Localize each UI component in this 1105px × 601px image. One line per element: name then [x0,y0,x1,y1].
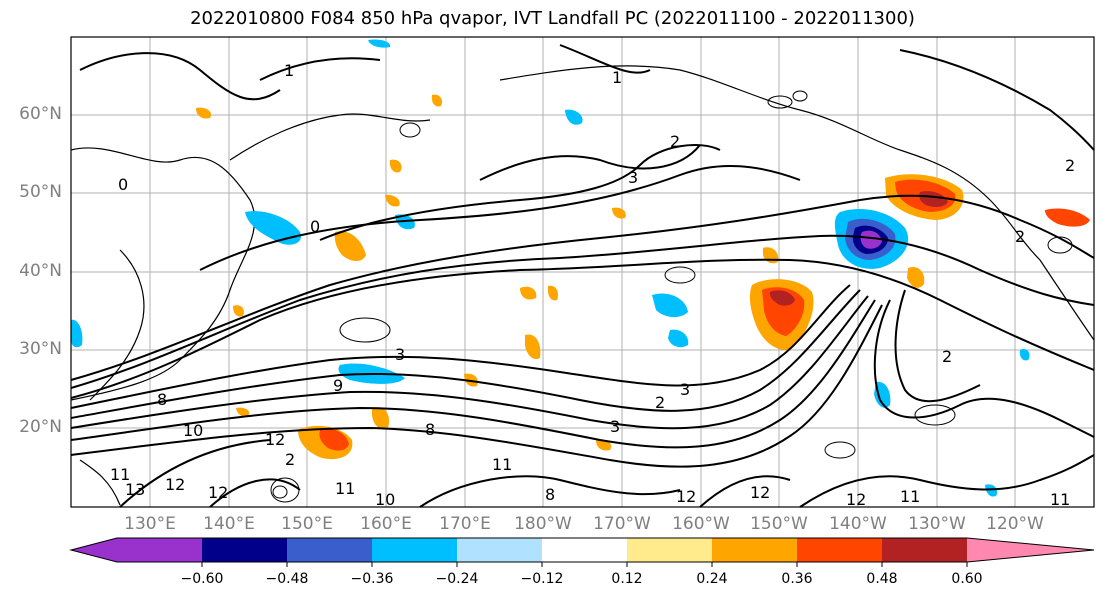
lon-label: 160°W [672,514,730,534]
contour-label: 1 [612,68,622,87]
contour-label: 2 [655,393,665,412]
contour-label: 11 [110,465,130,484]
contour-label: 3 [628,168,638,187]
contour-label: 8 [157,390,167,409]
colorbar-bin [882,538,967,562]
colorbar-tick-label: 0.24 [696,571,728,587]
colorbar-tick-label: 0.48 [866,571,898,587]
figure-title: 2022010800 F084 850 hPa qvapor, IVT Land… [190,8,915,29]
contour-label: 11 [900,487,920,506]
coastlines [70,65,1095,506]
colorbar-bin [457,538,542,562]
colorbar [69,537,1095,567]
contour-label: 2 [1065,156,1075,175]
lon-label: 120°W [986,514,1044,534]
contour-label: 12 [265,430,285,449]
lat-label: 60°N [19,104,62,124]
colorbar-tick-label: 0.36 [781,571,813,587]
colorbar-outline [69,537,1095,563]
colorbar-bin [627,538,712,562]
contour-label: 2 [285,450,295,469]
contour-label: 10 [183,421,203,440]
contour-label: 3 [610,417,620,436]
lon-label: 150°W [750,514,808,534]
contour-label: 2 [942,347,952,366]
colorbar-tick-label: −0.12 [520,571,564,587]
lon-label: 180°W [514,514,572,534]
contour-label: 8 [425,420,435,439]
contour-label: 12 [208,483,228,502]
contour-label: 12 [750,483,770,502]
contour-labels: 1 1 2 2 3 3 2 2 0 0 3 9 8 10 11 12 13 11… [110,61,1075,509]
colorbar-tick-label: 0.60 [951,571,983,587]
colorbar-tick-label: −0.24 [435,571,479,587]
colorbar-extend-high [967,538,1094,562]
detail-contours [270,90,1073,503]
contour-label: 3 [395,345,405,364]
contour-label: 2 [1015,227,1025,246]
colorbar-tick-label: −0.36 [350,571,394,587]
colorbar-bin [797,538,882,562]
lon-label: 170°E [439,514,491,534]
lon-label: 160°E [360,514,412,534]
lat-label: 40°N [19,261,62,281]
contour-label: 9 [333,376,343,395]
lon-label: 170°W [593,514,651,534]
colorbar-tick-label: 0.12 [611,571,643,587]
lat-label: 30°N [19,339,62,359]
contour-label: 10 [375,490,395,509]
colorbar-bin [117,538,202,562]
contour-label: 11 [492,455,512,474]
lon-label: 150°E [281,514,333,534]
contour-label: 1 [284,61,294,80]
contour-label: 12 [165,475,185,494]
contour-label: 0 [310,217,320,236]
colorbar-bin [202,538,287,562]
colorbar-bin [542,538,627,562]
lat-label: 50°N [19,182,62,202]
lon-label: 140°W [829,514,887,534]
contour-label: 13 [125,480,145,499]
contour-label: 0 [118,175,128,194]
map-frame [70,36,1095,508]
contour-label: 11 [1050,490,1070,509]
lon-label: 140°E [203,514,255,534]
contour-label: 11 [335,479,355,498]
colorbar-bin [372,538,457,562]
contour-label: 3 [680,380,690,399]
colorbar-bin [287,538,372,562]
ivt-contours [70,44,1095,508]
contour-label: 12 [846,490,866,509]
lon-label: 130°E [124,514,176,534]
contour-label: 12 [676,487,696,506]
colorbar-tick-label: −0.48 [265,571,309,587]
colorbar-tick-label: −0.60 [180,571,224,587]
lat-label: 20°N [19,417,62,437]
contour-label: 8 [545,485,555,504]
colorbar-bin [712,538,797,562]
lon-label: 130°W [908,514,966,534]
contour-label: 2 [670,132,680,151]
colorbar-extend-low [71,538,117,562]
